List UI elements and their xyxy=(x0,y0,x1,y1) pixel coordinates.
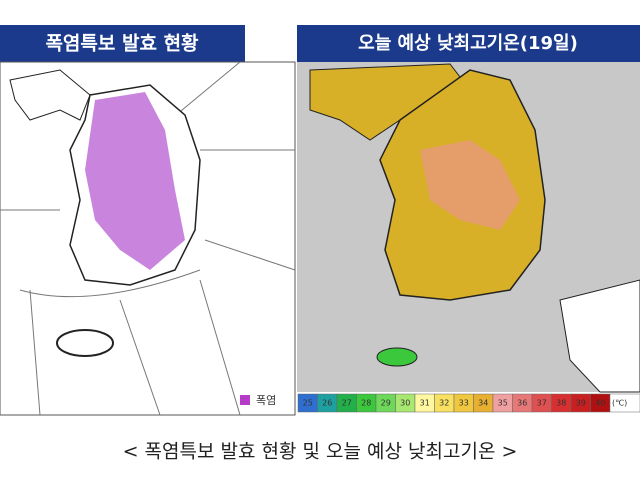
header-bar xyxy=(297,25,640,62)
scale-label: 33 xyxy=(459,399,469,408)
color-scale: 25 26 27 28 29 30 31 32 33 34 35 36 37 38 39 40 (℃) xyxy=(297,393,640,413)
warning-area xyxy=(85,92,185,270)
panel-title: 폭염특보 발효 현황 xyxy=(45,32,199,55)
panel-title: 오늘 예상 낮최고기온(19일) xyxy=(358,33,578,54)
scale-label: 38 xyxy=(556,399,566,408)
scale-label: 27 xyxy=(342,399,352,408)
scale-label: 32 xyxy=(439,399,449,408)
scale-label: 36 xyxy=(517,399,527,408)
jeju xyxy=(376,347,418,367)
header-bar xyxy=(0,25,245,62)
japan-land xyxy=(559,279,640,393)
scale-label: 29 xyxy=(381,399,391,408)
caption: < 폭염특보 발효 현황 및 오늘 예상 낮최고기온 > xyxy=(123,441,518,463)
scale-label: 25 xyxy=(303,399,313,408)
scale-label: 31 xyxy=(420,399,430,408)
scale-unit-box xyxy=(609,393,640,413)
north-land xyxy=(9,69,91,121)
scale-label: 34 xyxy=(478,399,488,408)
legend-swatch xyxy=(240,395,250,405)
hot-area xyxy=(420,140,520,230)
scale-label: 39 xyxy=(576,399,586,408)
scale-label: 37 xyxy=(537,399,547,408)
scale-label: 30 xyxy=(400,399,410,408)
zone-lines xyxy=(0,61,296,416)
scale-label: 35 xyxy=(498,399,508,408)
scale-label: 28 xyxy=(361,399,371,408)
scale-unit: (℃) xyxy=(612,399,627,408)
legend-label: 폭염 xyxy=(256,394,276,407)
scale-label: 40 xyxy=(595,399,605,408)
scale-label: 26 xyxy=(322,399,332,408)
jeju xyxy=(56,329,114,357)
